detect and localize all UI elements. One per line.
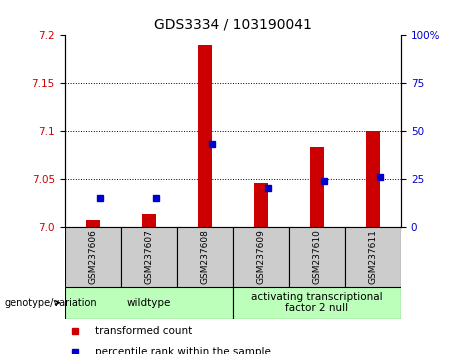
Text: GSM237610: GSM237610 (313, 229, 321, 284)
Bar (142, 214, 156, 227)
Text: transformed count: transformed count (95, 326, 192, 337)
Bar (366, 131, 380, 227)
Bar (65, 227, 121, 287)
Text: wildtype: wildtype (126, 298, 171, 308)
Text: genotype/variation: genotype/variation (5, 298, 97, 308)
Bar (345, 227, 401, 287)
Bar (310, 147, 324, 227)
Text: GSM237607: GSM237607 (144, 229, 153, 284)
Text: GSM237608: GSM237608 (200, 229, 209, 284)
Text: percentile rank within the sample: percentile rank within the sample (95, 347, 271, 354)
Bar (65, 287, 233, 319)
Text: GSM237606: GSM237606 (88, 229, 97, 284)
Bar (254, 183, 268, 227)
Bar (198, 45, 212, 227)
Bar (121, 227, 177, 287)
Text: GSM237609: GSM237609 (256, 229, 266, 284)
Bar (177, 227, 233, 287)
Title: GDS3334 / 103190041: GDS3334 / 103190041 (154, 17, 312, 32)
Text: activating transcriptional
factor 2 null: activating transcriptional factor 2 null (251, 292, 383, 314)
Bar (289, 227, 345, 287)
Bar (233, 227, 289, 287)
Bar (86, 220, 100, 227)
Bar (233, 287, 401, 319)
Text: GSM237611: GSM237611 (368, 229, 378, 284)
